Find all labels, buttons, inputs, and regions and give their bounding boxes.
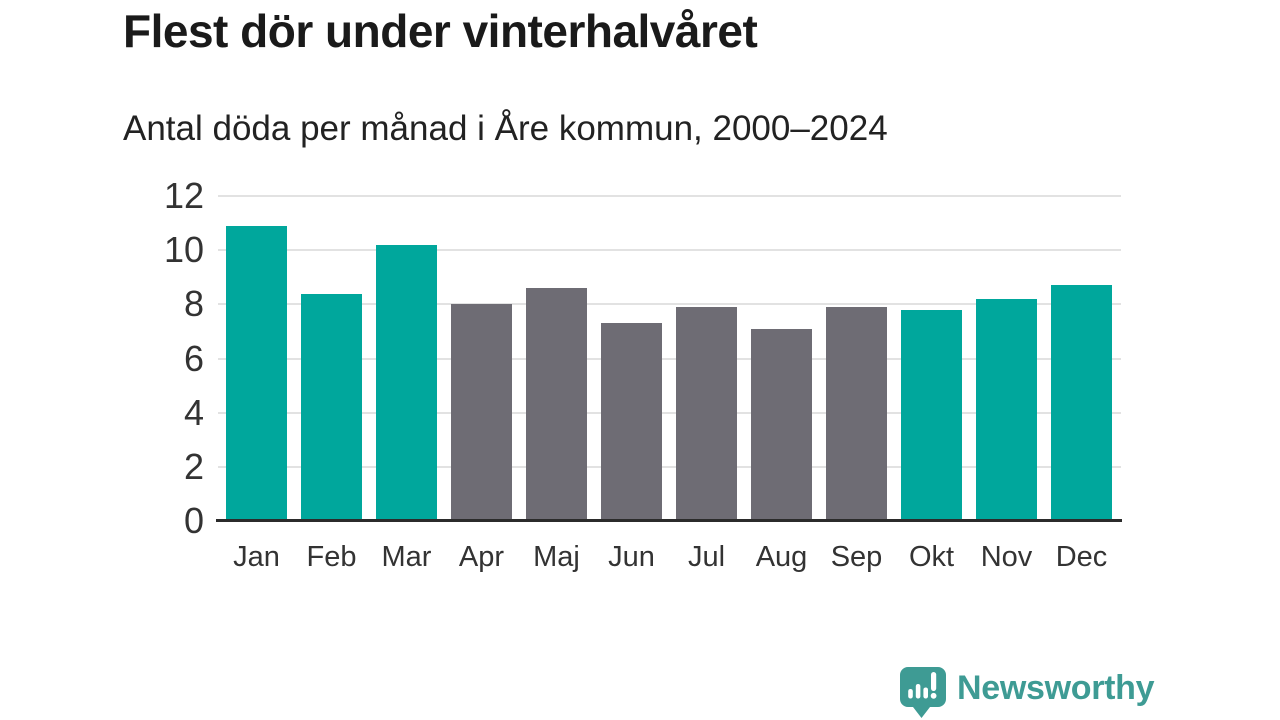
gridline-8	[218, 303, 1121, 306]
x-tick-label-feb: Feb	[306, 541, 357, 573]
x-tick-label-dec: Dec	[1055, 541, 1108, 573]
bar-apr	[451, 304, 512, 521]
bar-feb	[301, 293, 362, 521]
y-tick-label-6: 6	[183, 337, 204, 379]
chart-subtitle: Antal döda per månad i Åre kommun, 2000–…	[123, 109, 888, 148]
x-tick-label-apr: Apr	[458, 541, 505, 573]
bar-jan	[226, 225, 287, 521]
gridline-6	[218, 357, 1121, 360]
bar-aug	[751, 328, 812, 521]
brand-footer: Newsworthy	[896, 663, 1155, 720]
gridline-4	[218, 411, 1121, 414]
y-tick-label-8: 8	[183, 283, 204, 325]
bar-maj	[526, 288, 587, 521]
bar-jul	[676, 307, 737, 521]
gridline-2	[218, 465, 1121, 468]
bar-sep	[826, 307, 887, 521]
x-tick-label-jan: Jan	[233, 541, 280, 573]
y-tick-label-0: 0	[183, 500, 204, 541]
x-tick-label-okt: Okt	[908, 541, 955, 573]
x-tick-label-mar: Mar	[381, 541, 432, 573]
gridline-10	[218, 249, 1121, 252]
y-tick-label-2: 2	[183, 445, 204, 487]
gridline-12	[218, 195, 1121, 197]
bar-mar	[376, 244, 437, 521]
bar-okt	[901, 309, 962, 521]
y-tick-label-10: 10	[163, 229, 204, 271]
x-axis-line	[216, 518, 1122, 522]
bar-dec	[1051, 285, 1112, 521]
x-tick-label-maj: Maj	[533, 541, 580, 573]
y-tick-label-12: 12	[163, 175, 204, 216]
bar-nov	[976, 298, 1037, 521]
newsworthy-logo-icon	[896, 663, 948, 720]
brand-name: Newsworthy	[957, 668, 1155, 707]
x-tick-label-jun: Jun	[608, 541, 655, 573]
x-tick-label-jul: Jul	[687, 541, 726, 573]
bar-jun	[601, 323, 662, 521]
x-tick-label-sep: Sep	[830, 541, 883, 573]
chart-title: Flest dör under vinterhalvåret	[123, 5, 758, 57]
x-tick-label-aug: Aug	[755, 541, 808, 573]
x-tick-label-nov: Nov	[980, 541, 1033, 573]
y-tick-label-4: 4	[183, 391, 204, 433]
